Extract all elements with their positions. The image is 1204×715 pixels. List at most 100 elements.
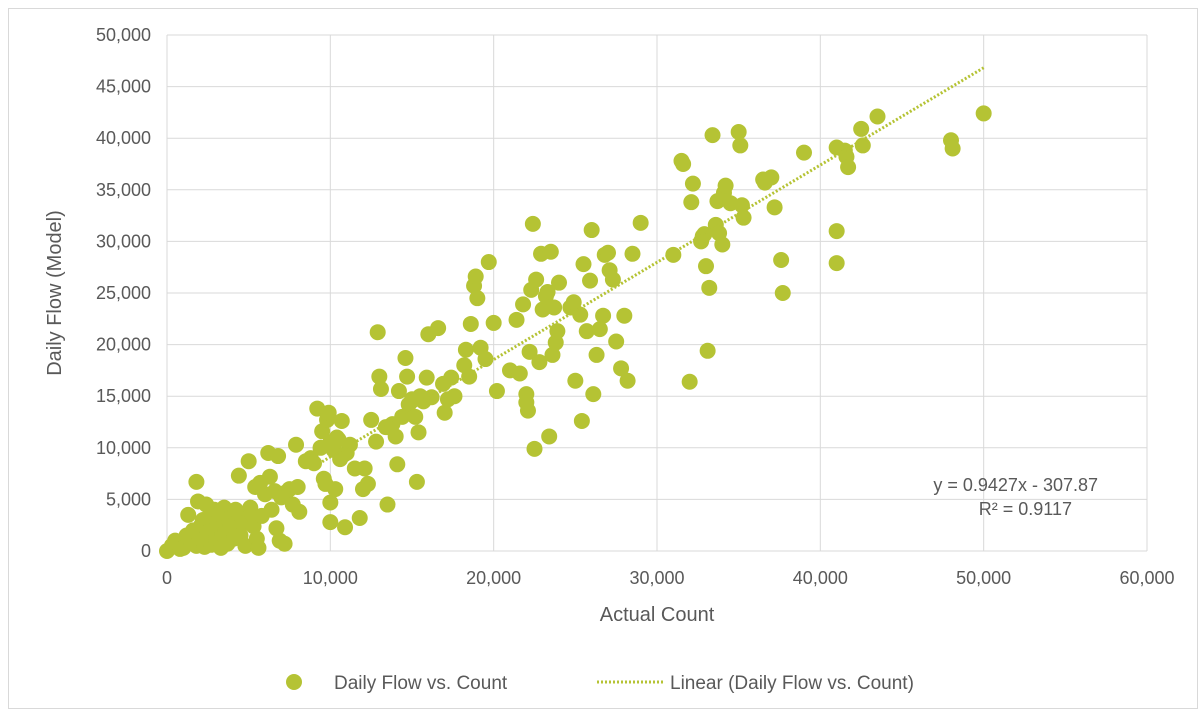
data-point	[565, 294, 582, 311]
x-tick-label: 40,000	[793, 568, 848, 588]
data-point	[270, 448, 287, 465]
data-point	[600, 244, 616, 261]
data-point	[333, 412, 350, 429]
data-point	[591, 321, 608, 338]
data-point	[363, 411, 380, 428]
data-point	[551, 274, 567, 291]
x-tick-label: 10,000	[303, 568, 358, 588]
y-tick-label: 45,000	[96, 77, 151, 97]
data-point	[485, 314, 502, 331]
data-point	[796, 144, 812, 161]
data-point	[322, 514, 339, 531]
data-point	[359, 475, 376, 492]
data-point	[595, 307, 612, 324]
data-point	[462, 315, 479, 332]
data-point	[188, 473, 205, 490]
data-point	[714, 236, 731, 253]
data-point	[588, 346, 605, 363]
data-point	[539, 283, 556, 300]
data-point	[608, 333, 625, 350]
data-point	[511, 365, 528, 382]
data-point	[369, 324, 386, 341]
y-tick-labels: 0 5,000 10,000 15,000 20,000 25,000 30,000 35,0…	[96, 25, 151, 561]
data-point	[515, 296, 532, 313]
data-point	[263, 501, 280, 518]
data-point	[397, 350, 414, 367]
data-point	[322, 494, 339, 511]
data-point	[572, 306, 589, 323]
data-point	[542, 243, 559, 260]
y-tick-label: 40,000	[96, 128, 151, 148]
data-point	[698, 258, 714, 275]
data-point	[528, 271, 545, 288]
data-point	[604, 271, 621, 288]
data-point	[469, 290, 486, 307]
data-point	[704, 127, 721, 144]
data-point	[575, 256, 592, 273]
data-point	[410, 424, 427, 441]
y-tick-label: 0	[141, 541, 151, 561]
data-point	[276, 535, 293, 552]
y-tick-label: 5,000	[106, 489, 151, 509]
data-point	[828, 255, 845, 272]
data-point	[766, 199, 783, 216]
data-point	[828, 223, 845, 240]
data-point	[546, 299, 563, 316]
y-tick-label: 15,000	[96, 386, 151, 406]
data-point	[372, 380, 389, 397]
x-tick-label: 0	[162, 568, 172, 588]
data-point	[763, 169, 780, 186]
data-point	[399, 368, 416, 385]
data-point	[583, 222, 600, 239]
data-point	[467, 268, 484, 285]
data-point	[869, 108, 886, 125]
legend-marker-points	[286, 674, 302, 690]
data-point	[619, 372, 636, 389]
data-point	[446, 388, 463, 405]
gridlines	[166, 34, 1148, 552]
x-tick-label: 50,000	[956, 568, 1011, 588]
data-point	[351, 509, 368, 526]
y-axis-title: Daily Flow (Model)	[44, 210, 66, 376]
data-point	[480, 254, 497, 271]
y-tick-label: 20,000	[96, 335, 151, 355]
data-point	[578, 323, 595, 340]
data-point	[237, 537, 254, 554]
data-points	[159, 105, 992, 559]
data-point	[477, 351, 494, 368]
data-point	[180, 506, 197, 523]
data-point	[418, 369, 435, 386]
data-point	[585, 386, 602, 403]
data-point	[582, 272, 599, 289]
x-tick-label: 30,000	[629, 568, 684, 588]
data-point	[240, 453, 257, 470]
data-point	[567, 372, 584, 389]
data-point	[732, 137, 749, 154]
data-point	[327, 481, 344, 498]
y-tick-label: 35,000	[96, 180, 151, 200]
data-point	[531, 354, 548, 371]
data-point	[407, 408, 424, 425]
data-point	[665, 246, 682, 263]
data-point	[457, 341, 474, 358]
data-point	[840, 159, 857, 176]
data-point	[730, 124, 747, 141]
data-point	[521, 343, 538, 360]
data-point	[684, 175, 701, 192]
data-point	[408, 473, 425, 490]
y-tick-label: 50,000	[96, 25, 151, 45]
data-point	[320, 404, 337, 421]
data-point	[461, 368, 478, 385]
data-point	[371, 368, 388, 385]
data-point	[389, 456, 406, 473]
data-point	[387, 428, 404, 445]
data-point	[683, 194, 700, 211]
x-tick-labels: 0 10,000 20,000 30,000 40,000 50,000 60,000	[162, 568, 1175, 588]
data-point	[268, 520, 285, 537]
data-point	[616, 307, 633, 324]
data-point	[624, 245, 641, 262]
data-point	[289, 479, 306, 496]
data-point	[717, 177, 734, 194]
data-point	[524, 215, 541, 232]
